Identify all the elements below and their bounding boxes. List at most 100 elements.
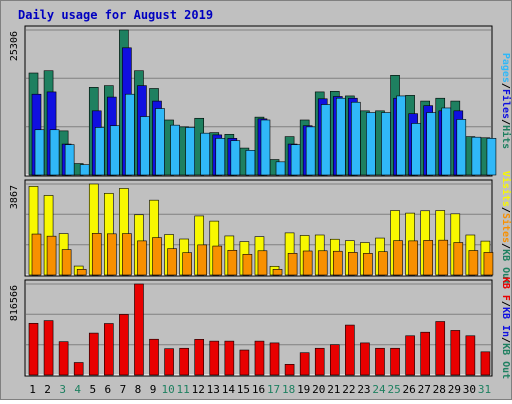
bar [242,253,253,276]
x-tick-label: 10 [161,383,174,396]
bar [46,235,57,276]
bar [438,239,449,276]
bar [483,252,494,276]
x-tick-label: 6 [105,383,112,396]
x-tick-label: 17 [267,383,280,396]
bar [290,144,301,176]
bar [212,245,223,276]
bar [49,129,60,176]
bar [94,127,105,176]
bar [61,249,72,276]
bar [450,330,461,376]
side-legend: KB F/KB In/KB Out [500,277,511,379]
x-tick-label: 26 [403,383,416,396]
kbytes-panel: 816566 KB F/KB In/KB Out [9,277,511,379]
bar [486,138,497,176]
bar [287,253,298,276]
bar [329,344,340,376]
bar [197,244,208,276]
x-tick-label: 13 [207,383,220,396]
bar [179,347,189,376]
y-max-label: 25306 [9,31,20,61]
y-max-label: 3867 [9,185,20,209]
x-tick-label: 18 [282,383,295,396]
panels-layer: 25306 Pages/Files/Hits 3867 Visits/Sites/KB… [9,25,512,379]
bar [245,150,256,176]
visits-panel: 3867 Visits/Sites/KB Out [9,171,512,285]
bar [107,233,117,276]
bar [34,129,45,176]
side-legend-item: Files [500,89,512,119]
bar [134,283,144,376]
bar [119,314,129,376]
bar [110,125,120,176]
x-tick-label: 5 [89,383,96,396]
bar [257,250,268,276]
bar [471,136,482,176]
x-tick-label: 7 [120,383,127,396]
bar [182,252,192,276]
bar [366,112,376,176]
x-tick-label: 4 [74,383,81,396]
bar [64,144,75,176]
bar [269,342,280,376]
bar [194,339,205,376]
bar [299,352,310,376]
side-legend-item: / [500,337,511,343]
bar [170,124,180,176]
bar [435,321,446,376]
bar [393,240,403,276]
bar [317,250,328,276]
bar [302,250,313,276]
bar [272,269,283,276]
bar [224,340,235,376]
bar [227,249,238,276]
x-tick-label: 9 [150,383,157,396]
x-tick-label: 14 [222,383,236,396]
chart-title: Daily usage for August 2019 [18,8,213,22]
bar [381,112,391,176]
series-pages [34,93,497,176]
hits-panel: 25306 Pages/Files/Hits [9,25,512,177]
x-tick-label: 29 [448,383,461,396]
side-legend: Pages/Files/Hits [500,53,512,149]
bar [426,112,436,176]
side-legend-item: KB F [500,277,511,301]
x-tick-label: 8 [135,383,142,396]
side-legend-item: Sites [500,213,512,243]
bar [390,347,400,376]
x-tick-label: 23 [357,383,370,396]
bar [260,119,271,176]
bar [405,335,415,376]
bar [453,242,464,276]
side-legend-item: KB In [500,307,511,337]
x-tick-label: 1 [29,383,36,396]
x-axis: 1 2 3 4 5 6 7 8 9 10 11 12 13 14 15 16 17 18 19 20 21 22 23 24 2… [29,383,491,396]
bar [468,250,479,276]
bar [230,140,241,176]
bar [104,323,114,376]
bar [363,253,373,276]
bar [360,342,370,376]
bar [332,250,343,276]
bar [284,364,295,376]
x-tick-label: 19 [297,383,310,396]
bar [137,240,147,276]
bar [91,233,102,276]
y-max-label: 816566 [9,285,20,321]
bar [408,240,418,276]
x-tick-label: 21 [327,383,340,396]
x-tick-label: 25 [387,383,400,396]
side-legend-item: KB Out [500,343,511,379]
bar [423,240,433,276]
x-tick-label: 31 [478,383,491,396]
bar [164,348,174,376]
bar [378,251,388,276]
side-legend-item: Hits [500,125,512,149]
bar [200,132,211,176]
bar [441,107,452,176]
x-tick-label: 3 [59,383,66,396]
bar [335,97,346,176]
bar [396,95,406,176]
side-legend-item: Pages [500,53,511,83]
